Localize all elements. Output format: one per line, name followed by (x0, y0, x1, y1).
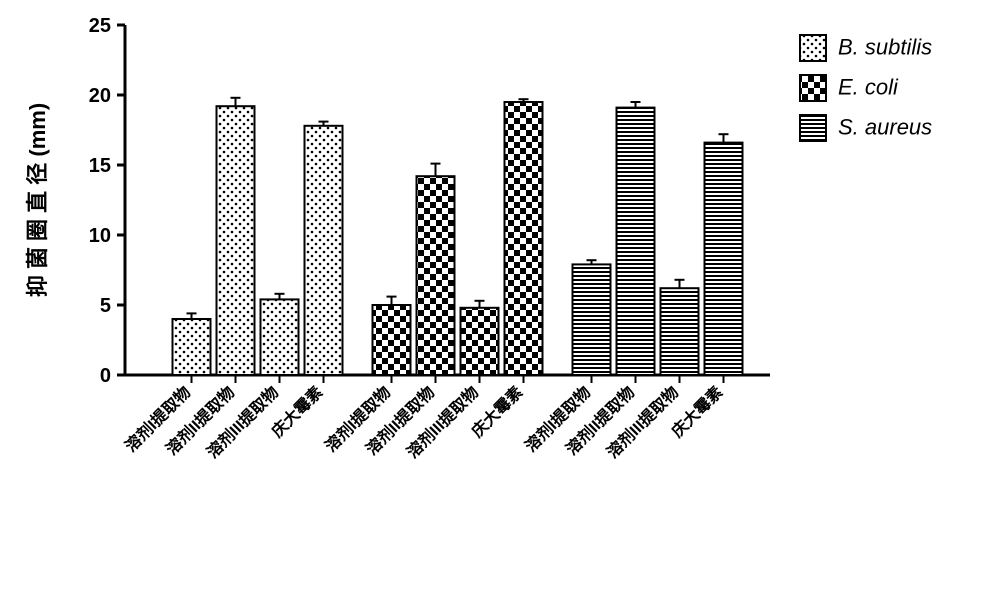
bar (217, 106, 255, 375)
bar (261, 299, 299, 375)
legend-swatch (800, 75, 826, 101)
bar (505, 102, 543, 375)
bar (573, 264, 611, 375)
bar (173, 319, 211, 375)
bar-chart: 0510152025抑 菌 圈 直 径 (mm)溶剂I提取物溶剂II提取物溶剂I… (10, 10, 1000, 581)
legend-label: S. aureus (838, 115, 932, 140)
y-tick-label: 0 (100, 365, 111, 387)
legend-label: B. subtilis (838, 35, 932, 60)
bar (305, 126, 343, 375)
y-tick-label: 15 (89, 155, 111, 177)
bar (373, 305, 411, 375)
bar (705, 143, 743, 375)
y-tick-label: 10 (89, 225, 111, 247)
legend-swatch (800, 115, 826, 141)
y-tick-label: 25 (89, 15, 111, 37)
y-axis-label: 抑 菌 圈 直 径 (mm) (25, 103, 50, 297)
y-tick-label: 5 (100, 295, 111, 317)
y-tick-label: 20 (89, 85, 111, 107)
legend-swatch (800, 35, 826, 61)
bar (617, 108, 655, 375)
chart-container: 0510152025抑 菌 圈 直 径 (mm)溶剂I提取物溶剂II提取物溶剂I… (10, 10, 1000, 581)
legend-label: E. coli (838, 75, 899, 100)
bar (661, 288, 699, 375)
bar (417, 176, 455, 375)
bar (461, 308, 499, 375)
